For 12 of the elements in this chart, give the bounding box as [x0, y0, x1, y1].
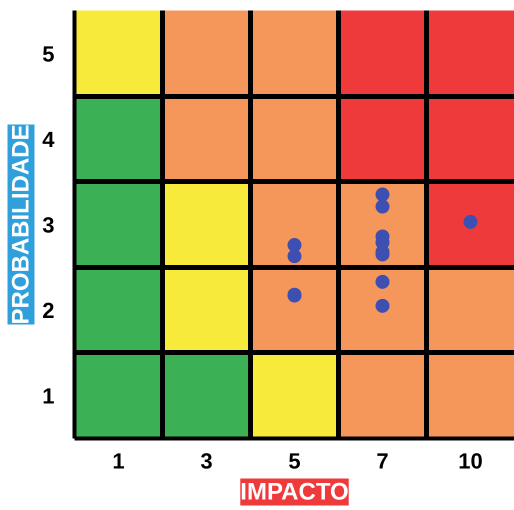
y-tick-label: 5: [42, 41, 55, 66]
y-tick-label: 4: [42, 126, 56, 152]
x-tick-label: 3: [200, 448, 213, 474]
x-tick-label: 1: [112, 448, 125, 474]
x-axis-title: IMPACTO: [240, 478, 349, 506]
y-axis-title: PROBABILIDADE: [8, 124, 34, 324]
x-tick-label: 5: [288, 448, 301, 474]
y-tick-label: 2: [42, 298, 55, 324]
x-tick-label: 7: [376, 448, 389, 474]
y-tick-label: 1: [42, 384, 55, 409]
y-tick-label: 3: [42, 212, 55, 238]
x-tick-label: 10: [458, 448, 483, 474]
